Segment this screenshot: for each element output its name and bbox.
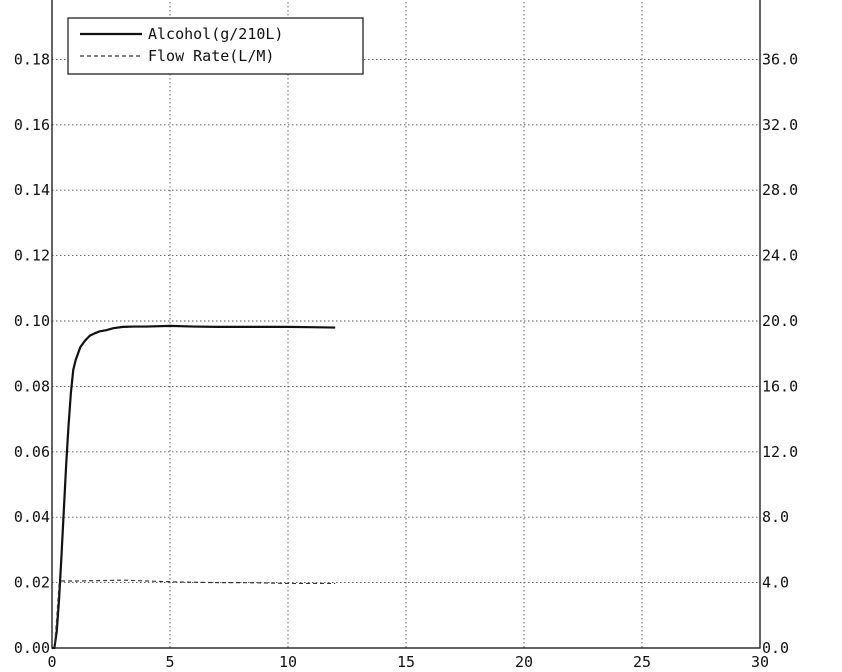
right-y-tick-label: 24.0 bbox=[762, 247, 798, 265]
legend-box bbox=[67, 17, 364, 75]
right-y-tick-label: 20.0 bbox=[762, 312, 798, 330]
x-tick-label: 25 bbox=[633, 653, 651, 671]
right-y-tick-label: 16.0 bbox=[762, 377, 798, 395]
legend-entry: Flow Rate(L/M) bbox=[148, 47, 274, 65]
x-tick-label: 20 bbox=[515, 653, 533, 671]
left-y-axis-ticks: 0.00 0.02 0.04 0.06 0.08 0.10 0.12 0.14 0.16 0.18… bbox=[14, 0, 50, 657]
plot-frame bbox=[51, 0, 761, 649]
left-y-tick-label: 0.00 bbox=[14, 639, 50, 657]
left-y-tick-label: 0.18 bbox=[14, 50, 50, 68]
x-tick-label: 15 bbox=[397, 653, 415, 671]
series-line-flow-rate bbox=[52, 579, 336, 649]
left-y-tick-label: 0.12 bbox=[14, 247, 50, 265]
x-tick-label: 10 bbox=[279, 653, 297, 671]
right-y-tick-label: 4.0 bbox=[762, 574, 789, 592]
left-y-tick-label: 0.16 bbox=[14, 116, 50, 134]
series-line-alcohol bbox=[52, 324, 336, 650]
legend-entry: Alcohol(g/210L) bbox=[148, 25, 283, 43]
x-axis-ticks: 0 5 10 15 20 25 30 bbox=[47, 653, 769, 671]
right-y-tick-label: 32.0 bbox=[762, 116, 798, 134]
right-y-tick-label: 28.0 bbox=[762, 181, 798, 199]
right-y-tick-label: 12.0 bbox=[762, 443, 798, 461]
right-y-axis-ticks: 0.0 4.0 8.0 12.0 16.0 20.0 24.0 28.0 32.0 36.0 40.… bbox=[762, 0, 798, 657]
right-y-tick-label: 8.0 bbox=[762, 508, 789, 526]
x-tick-label: 5 bbox=[165, 653, 174, 671]
grid bbox=[52, 0, 760, 648]
right-y-tick-label: 0.0 bbox=[762, 639, 789, 657]
left-y-tick-label: 0.20 bbox=[14, 0, 50, 3]
x-tick-label: 30 bbox=[751, 653, 769, 671]
legend: Alcohol(g/210L) Flow Rate(L/M) bbox=[67, 17, 364, 75]
left-y-tick-label: 0.14 bbox=[14, 181, 50, 199]
series-layer bbox=[52, 324, 336, 650]
left-y-tick-label: 0.06 bbox=[14, 443, 50, 461]
left-y-tick-label: 0.04 bbox=[14, 508, 50, 526]
right-y-tick-label: 36.0 bbox=[762, 50, 798, 68]
left-y-tick-label: 0.02 bbox=[14, 574, 50, 592]
left-y-tick-label: 0.08 bbox=[14, 377, 50, 395]
left-y-tick-label: 0.10 bbox=[14, 312, 50, 330]
x-tick-label: 0 bbox=[47, 653, 56, 671]
right-y-tick-label: 40.0 bbox=[762, 0, 798, 3]
